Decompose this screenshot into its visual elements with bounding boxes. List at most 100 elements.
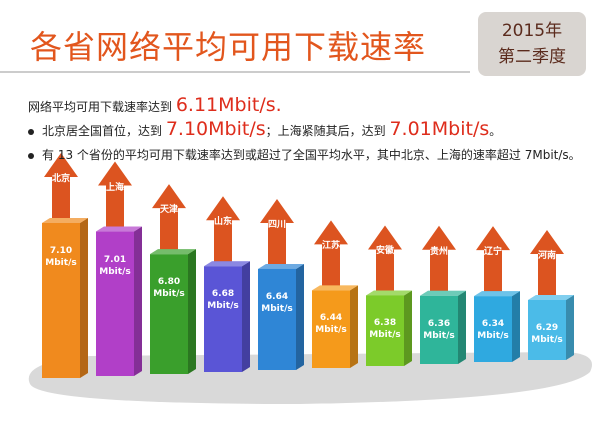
arrow-shaft: [376, 247, 394, 294]
bar-top-shade: [258, 263, 304, 269]
arrow-shaft: [52, 175, 70, 221]
category-label: 安徽: [375, 246, 395, 257]
bar-top-shade: [420, 290, 466, 296]
bar-top: [420, 290, 466, 296]
bar: [420, 295, 458, 364]
summary-line: 有 13 个省份的平均可用下载速率达到或超过了全国平均水平，其中北京、上海的速率…: [28, 146, 581, 163]
bar-top-shade: [42, 218, 88, 223]
arrow-head: [368, 225, 402, 250]
category-label: 北京: [51, 174, 71, 184]
arrow-shaft: [430, 247, 448, 294]
arrow-shaft: [106, 183, 124, 230]
highlight: 7.10Mbit/s: [165, 118, 266, 140]
value-label: 7.01 Mbit/s: [99, 254, 131, 277]
highlight: 6.11Mbit/s.: [175, 94, 282, 116]
bar-top-shade: [366, 290, 412, 296]
value-label: 7.10 Mbit/s: [45, 246, 77, 268]
chart-title: 各省网络平均可用下载速率: [30, 28, 427, 66]
arrow-shaft: [322, 242, 340, 289]
category-label: 山东: [213, 217, 233, 228]
value-label: 6.36 Mbit/s: [423, 318, 455, 341]
bar-side-shade: [512, 291, 520, 362]
bar-top: [312, 285, 358, 291]
value-label: 6.38 Mbit/s: [369, 318, 401, 341]
value-label: 6.44 Mbit/s: [315, 313, 347, 336]
value-label: 6.80 Mbit/s: [153, 277, 185, 300]
arrow-shaft: [268, 220, 286, 267]
bar-side: [296, 263, 304, 370]
bar-top-shade: [474, 291, 520, 297]
arrow-head: [476, 226, 510, 251]
bar-side: [242, 261, 250, 372]
bar-side-shade: [458, 290, 466, 364]
bar-side-shade: [242, 261, 250, 372]
bar-side-shade: [350, 285, 358, 368]
bar-side: [458, 290, 466, 364]
value-label: 6.64 Mbit/s: [261, 291, 293, 314]
category-label: 天津: [159, 205, 179, 216]
bar-side-shade: [80, 218, 88, 378]
value-label: 6.34 Mbit/s: [477, 319, 509, 342]
bar-side: [350, 285, 358, 368]
bar-side-shade: [296, 263, 304, 370]
text: 。: [489, 124, 502, 138]
bar: [150, 254, 188, 374]
category-label: 辽宁: [483, 247, 503, 258]
bar-side-shade: [566, 295, 574, 360]
bar-side: [566, 295, 574, 360]
bar: [312, 290, 350, 368]
highlight: 7.01Mbit/s: [389, 118, 490, 140]
bar: [474, 296, 512, 362]
bar: [258, 268, 296, 370]
text: ；上海紧随其后，达到: [265, 124, 390, 138]
summary-line: 网络平均可用下载速率达到 6.11Mbit/s.: [28, 94, 282, 116]
bar-top-shade: [528, 295, 574, 300]
bar-top-shade: [96, 226, 142, 232]
bar: [96, 231, 134, 376]
bar: [204, 266, 242, 372]
bar-side-shade: [404, 290, 412, 366]
arrow-head: [314, 220, 348, 245]
arrow-head: [260, 198, 294, 223]
bar: [42, 223, 80, 378]
category-label: 四川: [267, 219, 287, 230]
category-label: 江苏: [321, 241, 341, 252]
bar-top: [42, 218, 88, 223]
bar-side-shade: [134, 226, 142, 376]
arrow-head: [422, 225, 456, 250]
bar-top: [204, 261, 250, 267]
category-label: 贵州: [429, 246, 449, 257]
text: 北京居全国首位，达到: [42, 124, 166, 138]
bar-top: [366, 290, 412, 296]
bar-top: [96, 226, 142, 232]
bar-top: [474, 291, 520, 297]
bar: [366, 295, 404, 366]
arrow-shaft: [160, 206, 178, 253]
bar: [528, 300, 566, 360]
arrow-shaft: [484, 248, 502, 295]
bar-side: [134, 226, 142, 376]
bar-top-shade: [204, 261, 250, 267]
value-label: 6.68 Mbit/s: [207, 289, 239, 312]
bar-top-shade: [312, 285, 358, 291]
bar-top-shade: [150, 249, 196, 255]
text: 有 13 个省份的平均可用下载速率达到或超过了全国平均水平，其中北京、上海的速率…: [42, 148, 581, 162]
text: 网络平均可用下载速率达到: [28, 100, 176, 114]
arrow-shaft: [214, 218, 232, 265]
bar-top: [150, 249, 196, 255]
category-label: 上海: [105, 182, 125, 193]
bar-side-shade: [188, 249, 196, 374]
arrow-head: [152, 184, 186, 209]
bar-side: [188, 249, 196, 374]
value-label: 6.29 Mbit/s: [531, 323, 563, 345]
category-label: 河南: [537, 251, 557, 261]
arrow-head: [206, 196, 240, 221]
bar-top: [258, 263, 304, 269]
bar-top: [528, 295, 574, 300]
bar-side: [512, 291, 520, 362]
bar-side: [404, 290, 412, 366]
summary-line: 北京居全国首位，达到 7.10Mbit/s；上海紧随其后，达到 7.01Mbit…: [28, 118, 501, 140]
badge: 2015年 第二季度: [478, 12, 586, 76]
